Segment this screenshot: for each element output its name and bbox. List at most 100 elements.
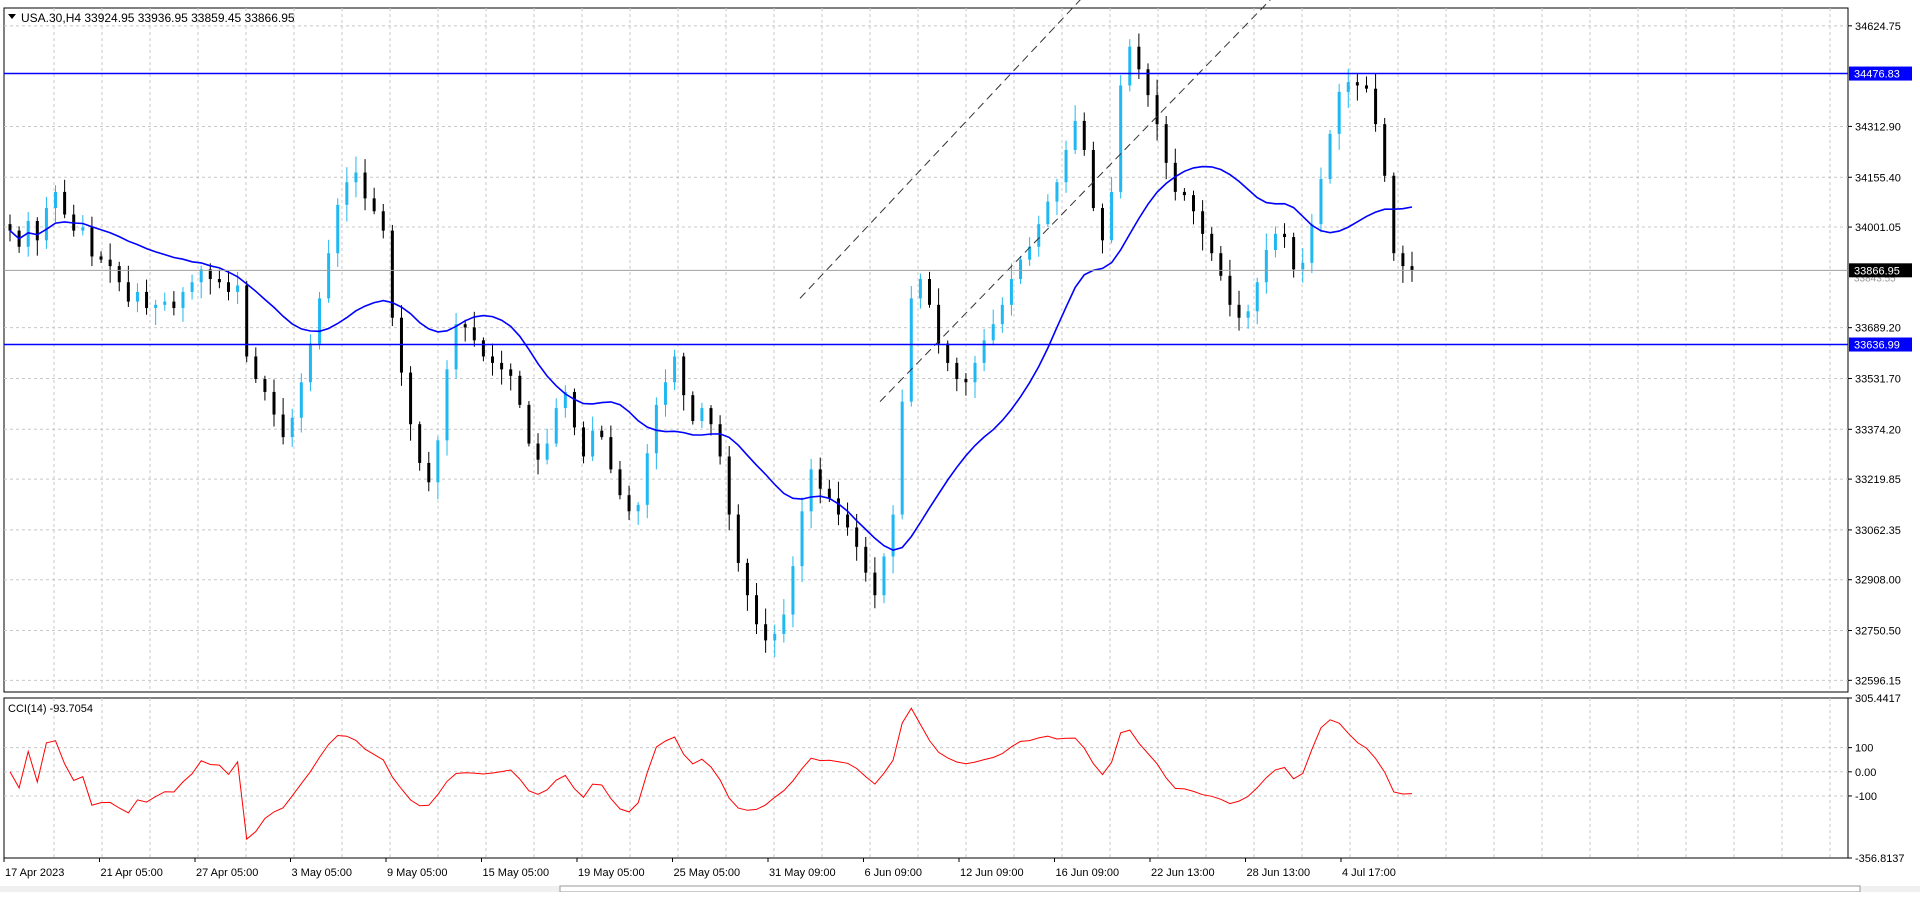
candle-body xyxy=(90,227,94,257)
price-axis-label: 34155.40 xyxy=(1855,172,1901,184)
candle-body xyxy=(1301,262,1305,270)
candle-body xyxy=(736,514,740,563)
cci-axis-label: -356.8137 xyxy=(1855,853,1905,865)
price-axis-label: 33374.20 xyxy=(1855,424,1901,436)
cci-axis-label: -100 xyxy=(1855,791,1877,803)
candle-body xyxy=(272,391,276,415)
candle-body xyxy=(117,266,121,283)
candle-body xyxy=(900,401,904,515)
candle-body xyxy=(591,430,595,457)
candle-body xyxy=(918,279,922,299)
price-axis-label: 32908.00 xyxy=(1855,575,1901,587)
candle-body xyxy=(764,624,768,641)
candle-body xyxy=(554,408,558,444)
candle-body xyxy=(445,369,449,441)
time-axis-label: 21 Apr 05:00 xyxy=(101,867,163,879)
candle-body xyxy=(390,230,394,318)
candle-body xyxy=(600,430,604,438)
candle-body xyxy=(745,562,749,596)
candle-body xyxy=(381,211,385,231)
candle-body xyxy=(327,253,331,299)
candle-body xyxy=(973,362,977,383)
candle-body xyxy=(727,456,731,515)
price-axis-label: 32750.50 xyxy=(1855,626,1901,638)
candle-body xyxy=(336,204,340,254)
time-axis-label: 9 May 05:00 xyxy=(387,867,448,879)
candle-body xyxy=(982,340,986,363)
moving-average-line xyxy=(9,165,1413,552)
candle-body xyxy=(509,369,513,376)
candle-body xyxy=(8,224,12,231)
grid xyxy=(4,8,1848,858)
candle-body xyxy=(126,282,130,302)
candle-body xyxy=(26,220,30,247)
candle-body xyxy=(81,227,85,231)
candle-body xyxy=(563,391,567,409)
candle-body xyxy=(891,514,895,557)
triangle-down-icon[interactable] xyxy=(8,14,16,19)
candle-body xyxy=(800,511,804,567)
candle-body xyxy=(645,453,649,505)
candle-body xyxy=(809,469,813,512)
candle-body xyxy=(682,356,686,396)
candle-body xyxy=(1192,195,1196,212)
candle-body xyxy=(791,566,795,615)
candle-body xyxy=(363,172,367,199)
trend-channel-upper[interactable] xyxy=(799,0,1115,299)
candle-body xyxy=(245,285,249,357)
candle-body xyxy=(1119,85,1123,192)
candle-body xyxy=(718,424,722,457)
candle-body xyxy=(827,488,831,499)
trend-channel-lower[interactable] xyxy=(879,0,1300,402)
cci-axis-label: 0.00 xyxy=(1855,767,1876,779)
candle-body xyxy=(190,282,194,292)
candle-body xyxy=(454,324,458,370)
candle-body xyxy=(855,527,859,547)
time-axis-label: 25 May 05:00 xyxy=(674,867,741,879)
level-price-label: 34476.83 xyxy=(1854,69,1900,81)
candle-body xyxy=(199,269,203,283)
candle-body xyxy=(818,469,822,489)
candle-body xyxy=(281,414,285,438)
candle-body xyxy=(1364,85,1368,89)
candle-body xyxy=(582,427,586,457)
candle-body xyxy=(135,291,139,302)
candle-body xyxy=(1110,191,1114,241)
candle-body xyxy=(99,256,103,260)
candle-body xyxy=(700,408,704,421)
candle-body xyxy=(1037,224,1041,247)
candle-body xyxy=(254,356,258,380)
candle-body xyxy=(964,379,968,383)
candle-body xyxy=(208,269,212,280)
main-chart-frame xyxy=(3,7,1849,693)
candle-body xyxy=(1273,233,1277,250)
candle-body xyxy=(909,298,913,402)
candle-body xyxy=(709,408,713,425)
candle-body xyxy=(54,191,58,209)
time-axis-label: 12 Jun 09:00 xyxy=(960,867,1024,879)
level-label-bg xyxy=(1849,66,1912,81)
candle-body xyxy=(1392,175,1396,254)
candle-body xyxy=(1337,91,1341,134)
candle-body xyxy=(1328,133,1332,179)
candle-body xyxy=(418,424,422,463)
candle-body xyxy=(882,556,886,596)
candle-body xyxy=(1346,82,1350,92)
candle-body xyxy=(1100,208,1104,241)
scrollbar-thumb[interactable] xyxy=(559,885,1861,893)
candle-body xyxy=(1374,88,1378,125)
candle-body xyxy=(318,298,322,344)
candle-body xyxy=(172,301,176,309)
time-axis-label: 19 May 05:00 xyxy=(578,867,645,879)
candle-body xyxy=(864,546,868,573)
candle-body xyxy=(308,343,312,383)
candle-body xyxy=(782,614,786,634)
candle-body xyxy=(691,395,695,421)
candle-body xyxy=(609,437,613,470)
candle-body xyxy=(354,172,358,183)
candle-body xyxy=(1319,179,1323,225)
candle-body xyxy=(1128,46,1132,86)
price-axis-label: 33062.35 xyxy=(1855,525,1901,537)
